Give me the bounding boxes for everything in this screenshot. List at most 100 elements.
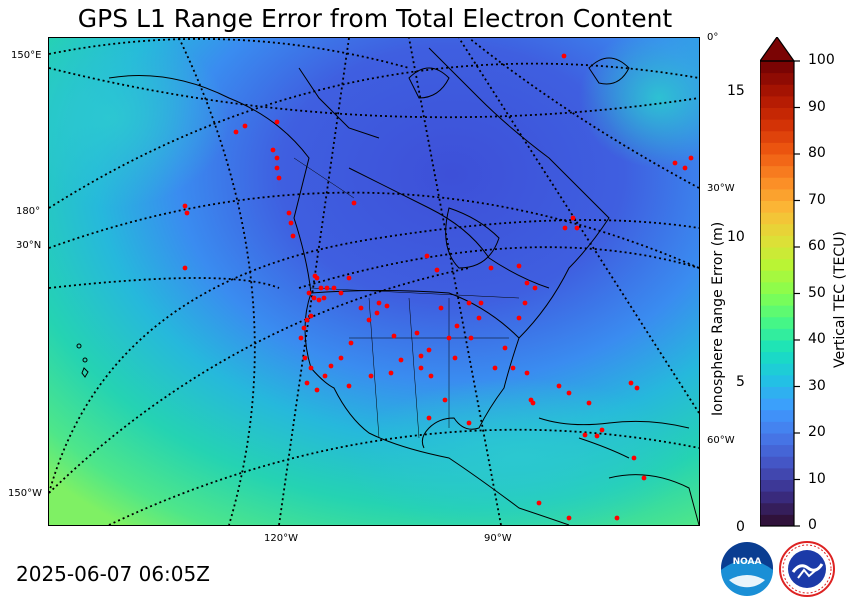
colorbar-step (760, 433, 794, 446)
colorbar-step (760, 398, 794, 411)
gps-station-marker (304, 380, 310, 386)
colorbar-step (760, 491, 794, 504)
colorbar-step (760, 316, 794, 329)
gps-station-marker (524, 370, 530, 376)
gps-station-marker (566, 390, 572, 396)
colorbar (754, 35, 800, 531)
tec-tick-label: 40 (808, 331, 826, 347)
gps-station-marker (182, 203, 188, 209)
colorbar-step (760, 340, 794, 353)
tec-map (48, 37, 700, 526)
colorbar-step (760, 328, 794, 341)
tec-patch-south (349, 378, 689, 525)
gps-station-marker (331, 285, 337, 291)
gps-station-marker (276, 175, 282, 181)
gps-station-marker (536, 500, 542, 506)
gps-station-marker (586, 400, 592, 406)
graticule-label-150w: 150°W (8, 488, 42, 499)
gps-station-marker (298, 335, 304, 341)
tec-tick-label: 30 (808, 377, 826, 394)
gps-station-marker (316, 297, 322, 303)
gps-station-marker (566, 515, 572, 521)
gps-station-marker (466, 420, 472, 426)
colorbar-step (760, 351, 794, 364)
gps-station-marker (424, 253, 430, 259)
graticule-label-30w: 30°W (707, 183, 735, 194)
gps-station-marker (242, 123, 248, 129)
colorbar-step (760, 142, 794, 155)
graticule-label-0: 0° (707, 32, 719, 43)
colorbar-step (760, 421, 794, 434)
gps-station-marker (522, 300, 528, 306)
colorbar-step (760, 61, 794, 74)
gps-station-marker (574, 225, 580, 231)
colorbar-extend-arrow (758, 35, 796, 62)
range-error-axis-label: Ionosphere Range Error (m) (710, 221, 726, 416)
range-tick-10: 10 (727, 229, 745, 245)
gps-station-marker (358, 305, 364, 311)
nws-logo-icon (778, 540, 836, 602)
colorbar-step (760, 177, 794, 190)
gps-station-marker (324, 285, 330, 291)
colorbar-step (760, 386, 794, 399)
gps-station-marker (366, 317, 372, 323)
gps-station-marker (594, 433, 600, 439)
gps-station-marker (312, 273, 318, 279)
noaa-logo-icon: NOAA (719, 540, 775, 600)
gps-station-marker (672, 160, 678, 166)
colorbar-step (760, 270, 794, 283)
colorbar-step (760, 479, 794, 492)
graticule-label-90w: 90°W (484, 533, 512, 544)
gps-station-marker (532, 285, 538, 291)
gps-stations (182, 53, 694, 521)
gps-station-marker (311, 295, 317, 301)
gps-station-marker (368, 373, 374, 379)
gps-station-marker (322, 373, 328, 379)
gps-station-marker (434, 267, 440, 273)
tec-tick-label: 50 (808, 284, 826, 301)
gps-station-marker (614, 515, 620, 521)
colorbar-svg (754, 35, 800, 527)
gps-station-marker (308, 365, 314, 371)
gps-station-marker (426, 347, 432, 353)
gps-station-marker (516, 315, 522, 321)
gps-station-marker (516, 263, 522, 269)
colorbar-step (760, 165, 794, 178)
colorbar-step (760, 409, 794, 422)
gps-station-marker (530, 400, 536, 406)
colorbar-step (760, 281, 794, 294)
colorbar-step (760, 130, 794, 143)
gps-station-marker (304, 317, 310, 323)
colorbar-step (760, 235, 794, 248)
colorbar-step (760, 95, 794, 108)
tec-patch-nw (49, 38, 229, 208)
gps-station-marker (308, 313, 314, 319)
gps-station-marker (476, 315, 482, 321)
gps-station-marker (599, 427, 605, 433)
gps-station-marker (274, 165, 280, 171)
gps-station-marker (468, 335, 474, 341)
gps-station-marker (348, 340, 354, 346)
colorbar-step (760, 107, 794, 120)
gps-station-marker (628, 380, 634, 386)
gps-station-marker (270, 147, 276, 153)
gps-station-marker (428, 373, 434, 379)
graticule-label-180: 180° (16, 206, 41, 217)
gps-station-marker (384, 303, 390, 309)
gps-station-marker (452, 355, 458, 361)
gps-station-marker (454, 323, 460, 329)
gps-station-marker (338, 355, 344, 361)
colorbar-step (760, 258, 794, 271)
tec-tick-label: 90 (808, 98, 826, 115)
gps-station-marker (562, 225, 568, 231)
gps-station-marker (346, 275, 352, 281)
colorbar-step (760, 467, 794, 480)
colorbar-step (760, 456, 794, 469)
gps-station-marker (233, 129, 239, 135)
gps-station-marker (398, 357, 404, 363)
colorbar-step (760, 119, 794, 132)
tec-tick-label: 100 (808, 52, 835, 68)
colorbar-step (760, 84, 794, 97)
gps-station-marker (274, 155, 280, 161)
gps-station-marker (446, 335, 452, 341)
